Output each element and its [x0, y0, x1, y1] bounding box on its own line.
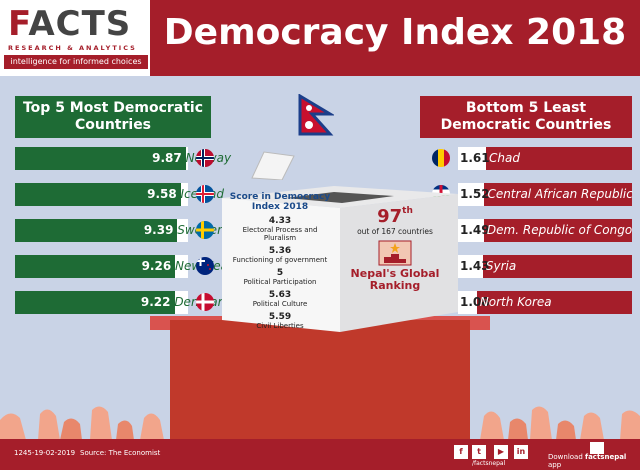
denmark-flag-icon — [196, 293, 214, 311]
ballot-box — [222, 186, 458, 332]
nepal-score-panel: Score in Democracy Index 2018 4.33 Electo… — [228, 192, 332, 330]
norway-flag-icon — [196, 149, 214, 167]
rank-out-of: out of 167 countries — [357, 227, 433, 236]
youtube-icon[interactable]: ▶ — [494, 445, 508, 459]
score-category: Civil Liberties — [256, 322, 304, 330]
bottom5-row-north-korea: 1.08 North Korea — [458, 291, 632, 314]
logo-tagline: intelligence for informed choices — [4, 55, 148, 69]
top5-row-sweden: 9.39 Sweden — [15, 219, 225, 242]
stand — [170, 320, 470, 450]
score-value: 4.33 — [268, 216, 292, 226]
bottom5-bar-dem-republic-of-congo — [483, 219, 632, 242]
score-category: Political Culture — [252, 300, 308, 308]
footer-source: Source: The Economist — [80, 449, 161, 457]
bottom5-bar-central-african-republic — [484, 183, 632, 206]
bottom5-value-syria: 1.43 — [460, 259, 490, 273]
sweden-flag-icon — [196, 221, 214, 239]
page-title: Democracy Index 2018 — [163, 12, 627, 53]
header-bar: FACTS RESEARCH & ANALYTICS intelligence … — [0, 0, 640, 76]
score-value: 5.36 — [268, 246, 292, 256]
footer-handle: /factsnepal — [472, 460, 506, 467]
app-play-icon[interactable] — [590, 442, 604, 454]
bottom5-country-central-african-republic: Central African Republic — [487, 187, 633, 201]
linkedin-icon[interactable]: in — [514, 445, 528, 459]
bottom5-heading: Bottom 5 Least Democratic Countries — [420, 96, 632, 138]
facebook-icon[interactable]: f — [454, 445, 468, 459]
iceland-flag-icon — [196, 185, 214, 203]
footer-id: 1245-19-02-2019 — [14, 449, 76, 457]
rank-label: Nepal's Global Ranking — [350, 267, 440, 292]
top5-bar-iceland — [15, 183, 181, 206]
bottom5-country-syria: Syria — [485, 259, 517, 273]
score-title: Score in Democracy Index 2018 — [229, 192, 331, 212]
top5-label-norway: 9.87 Norway — [152, 151, 231, 165]
score-value: 5.59 — [268, 312, 292, 322]
raised-hands-illustration — [0, 406, 640, 440]
bottom5-value-central-african-republic: 1.52 — [460, 187, 490, 201]
logo-sub: RESEARCH & ANALYTICS — [8, 44, 137, 52]
bottom5-country-north-korea: North Korea — [479, 295, 552, 309]
logo: FACTS RESEARCH & ANALYTICS intelligence … — [0, 0, 152, 76]
bottom5-bar-chad — [486, 147, 632, 170]
bottom5-bar-north-korea — [476, 291, 632, 314]
rank-number: 97th — [377, 206, 413, 227]
bottom5-row-chad: 1.61 Chad — [458, 147, 632, 170]
bottom5-country-dem-republic-of-congo: Dem. Republic of Congo — [486, 223, 633, 237]
top5-bar-denmark — [15, 291, 175, 314]
footer-download[interactable]: Download factsnepal app — [548, 453, 627, 469]
ballot-paper-icon — [251, 151, 295, 180]
nepal-rank-panel: 97th out of 167 countries Nepal's Global… — [340, 206, 450, 292]
chad-flag-icon — [432, 149, 450, 167]
top5-bar-norway — [15, 147, 186, 170]
top5-row-denmark: 9.22 Denmark — [15, 291, 229, 314]
top5-bar-new-zealand — [15, 255, 176, 278]
score-value: 5 — [276, 268, 284, 278]
logo-main: FACTS — [8, 4, 132, 44]
bottom5-value-dem-republic-of-congo: 1.49 — [460, 223, 490, 237]
score-category: Electoral Process and Pluralism — [242, 226, 318, 242]
top5-row-iceland: 9.58 Iceland — [15, 183, 224, 206]
score-category: Political Participation — [243, 278, 317, 286]
bottom5-country-chad: Chad — [489, 151, 520, 165]
score-value: 5.63 — [268, 290, 292, 300]
top5-row-new-zealand: 9.26 New Zealand — [15, 255, 254, 278]
top5-label-denmark: 9.22 Denmark — [140, 295, 230, 309]
top5-heading: Top 5 Most Democratic Countries — [15, 96, 211, 138]
footer-bar: 1245-19-02-2019 Source: The Economist f … — [0, 439, 640, 470]
podium-icon — [378, 240, 412, 266]
score-category: Functioning of government — [232, 256, 328, 264]
bottom5-row-dem-republic-of-congo: 1.49 Dem. Republic of Congo — [458, 219, 632, 242]
top5-bar-sweden — [15, 219, 178, 242]
top5-row-norway: 9.87 Norway — [15, 147, 231, 170]
bottom5-row-central-african-republic: 1.52 Central African Republic — [458, 183, 633, 206]
bottom5-value-north-korea: 1.08 — [460, 295, 490, 309]
new-zealand-flag-icon — [196, 257, 214, 275]
bottom5-value-chad: 1.61 — [460, 151, 490, 165]
bottom5-bar-syria — [482, 255, 632, 278]
bottom5-row-syria: 1.43 Syria — [458, 255, 632, 278]
twitter-icon[interactable]: t — [472, 445, 486, 459]
nepal-flag-icon — [298, 94, 334, 136]
